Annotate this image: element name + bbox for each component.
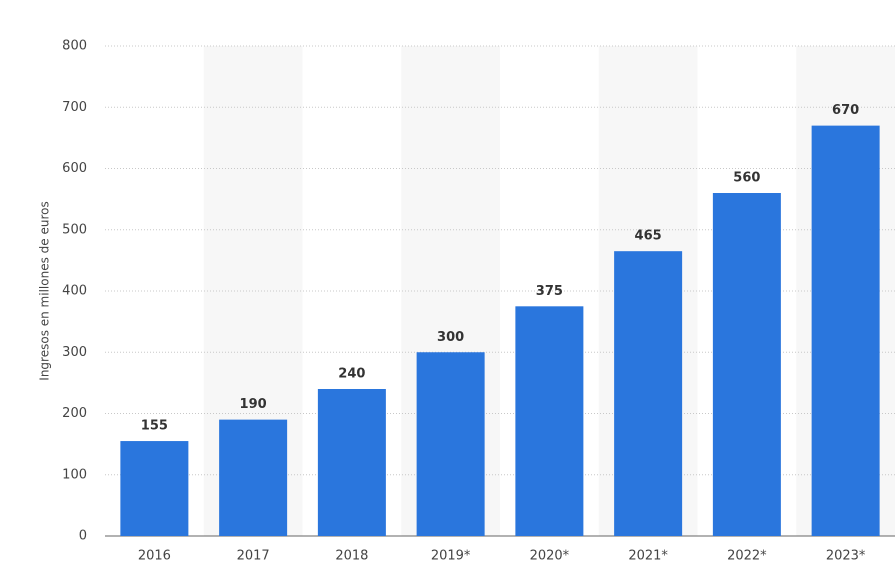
value-label: 190 [240, 397, 267, 412]
value-label: 465 [635, 229, 662, 244]
y-tick-label: 300 [62, 345, 87, 360]
x-tick-label: 2016 [138, 549, 171, 564]
y-tick-label: 500 [62, 222, 87, 237]
value-label: 155 [141, 419, 168, 434]
y-tick-label: 100 [62, 467, 87, 482]
y-tick-label: 0 [79, 529, 87, 544]
x-tick-label: 2019* [431, 549, 471, 564]
bar [219, 419, 288, 536]
value-label: 560 [733, 171, 760, 186]
y-axis-label: Ingresos en millones de euros [38, 201, 52, 380]
bar [120, 441, 189, 536]
bar [317, 389, 386, 536]
y-tick-label: 700 [62, 100, 87, 115]
x-tick-label: 2020* [530, 549, 570, 564]
y-tick-label: 800 [62, 39, 87, 54]
value-label: 375 [536, 284, 563, 299]
bar [811, 125, 880, 536]
bar [416, 352, 485, 536]
value-label: 670 [832, 103, 859, 118]
x-tick-label: 2017 [237, 549, 270, 564]
value-label: 240 [338, 367, 365, 382]
x-tick-label: 2018 [335, 549, 368, 564]
value-label: 300 [437, 330, 464, 345]
bar [614, 251, 683, 536]
y-tick-label: 600 [62, 161, 87, 176]
x-tick-label: 2022* [727, 549, 767, 564]
bar [515, 306, 584, 536]
x-tick-label: 2021* [628, 549, 668, 564]
x-tick-label: 2023* [826, 549, 866, 564]
y-tick-label: 200 [62, 406, 87, 421]
y-tick-label: 400 [62, 284, 87, 299]
bar [712, 193, 781, 536]
